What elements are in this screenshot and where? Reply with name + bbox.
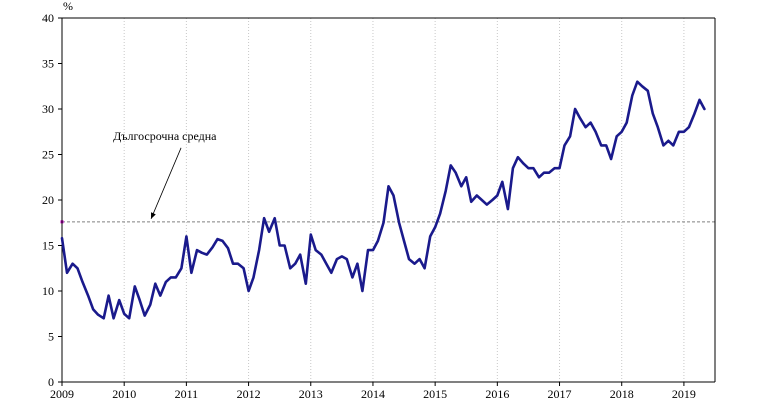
y-tick-label-25: 25 <box>42 148 54 162</box>
x-tick-label-2016: 2016 <box>485 387 509 401</box>
average-annotation-label: Дългосрочна средна <box>113 129 217 143</box>
x-tick-label-2014: 2014 <box>361 387 385 401</box>
x-tick-label-2009: 2009 <box>50 387 74 401</box>
y-tick-label-20: 20 <box>42 193 54 207</box>
x-tick-label-2019: 2019 <box>672 387 696 401</box>
y-tick-label-35: 35 <box>42 57 54 71</box>
x-tick-label-2010: 2010 <box>112 387 136 401</box>
y-tick-label-10: 10 <box>42 284 54 298</box>
y-tick-label-40: 40 <box>42 11 54 25</box>
average-annotation-arrow <box>150 147 182 219</box>
axes <box>61 17 716 383</box>
y-unit-label: % <box>63 0 73 13</box>
x-axis-ticks: 2009 2010 2011 2012 2013 2014 2015 2016 2017 2018… <box>50 382 696 401</box>
series-line <box>60 80 706 320</box>
y-axis-ticks: 0 5 10 15 20 25 30 35 40 <box>42 11 62 389</box>
x-tick-label-2015: 2015 <box>423 387 447 401</box>
x-tick-label-2018: 2018 <box>610 387 634 401</box>
y-tick-label-15: 15 <box>42 239 54 253</box>
x-tick-label-2012: 2012 <box>237 387 261 401</box>
y-tick-label-5: 5 <box>48 330 54 344</box>
average-annotation-arrowhead <box>151 212 156 219</box>
x-tick-label-2011: 2011 <box>175 387 199 401</box>
x-tick-label-2013: 2013 <box>299 387 323 401</box>
y-tick-label-30: 30 <box>42 102 54 116</box>
average-annotation: Дългосрочна средна <box>113 129 217 219</box>
x-tick-label-2017: 2017 <box>548 387 572 401</box>
vertical-gridlines <box>123 18 685 382</box>
y-tick-label-0: 0 <box>48 375 54 389</box>
